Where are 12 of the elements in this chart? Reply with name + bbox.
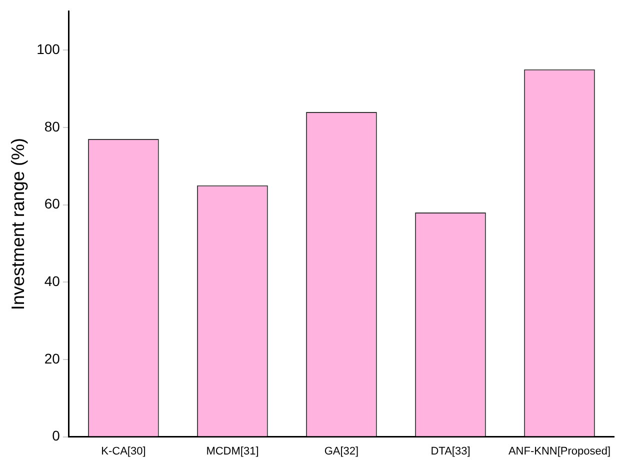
y-tick-label: 100 xyxy=(36,40,60,57)
x-tick-label: DTA[33] xyxy=(430,445,470,458)
y-tick-label: 20 xyxy=(44,350,60,366)
x-tick-label: ANF-KNN[Proposed] xyxy=(508,445,611,458)
y-tick-label: 60 xyxy=(44,196,60,212)
x-tick-label: K-CA[30] xyxy=(101,445,146,458)
y-axis-title: Investment range (%) xyxy=(8,138,28,310)
x-tick-label: MCDM[31] xyxy=(206,445,259,458)
x-tick-label: GA[32] xyxy=(324,445,359,458)
y-tick-label: 80 xyxy=(44,118,60,134)
y-tick-label: 0 xyxy=(52,428,60,444)
y-tick-label: 40 xyxy=(44,272,60,289)
